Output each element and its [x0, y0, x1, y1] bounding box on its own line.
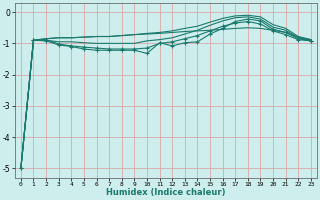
X-axis label: Humidex (Indice chaleur): Humidex (Indice chaleur)	[106, 188, 226, 197]
